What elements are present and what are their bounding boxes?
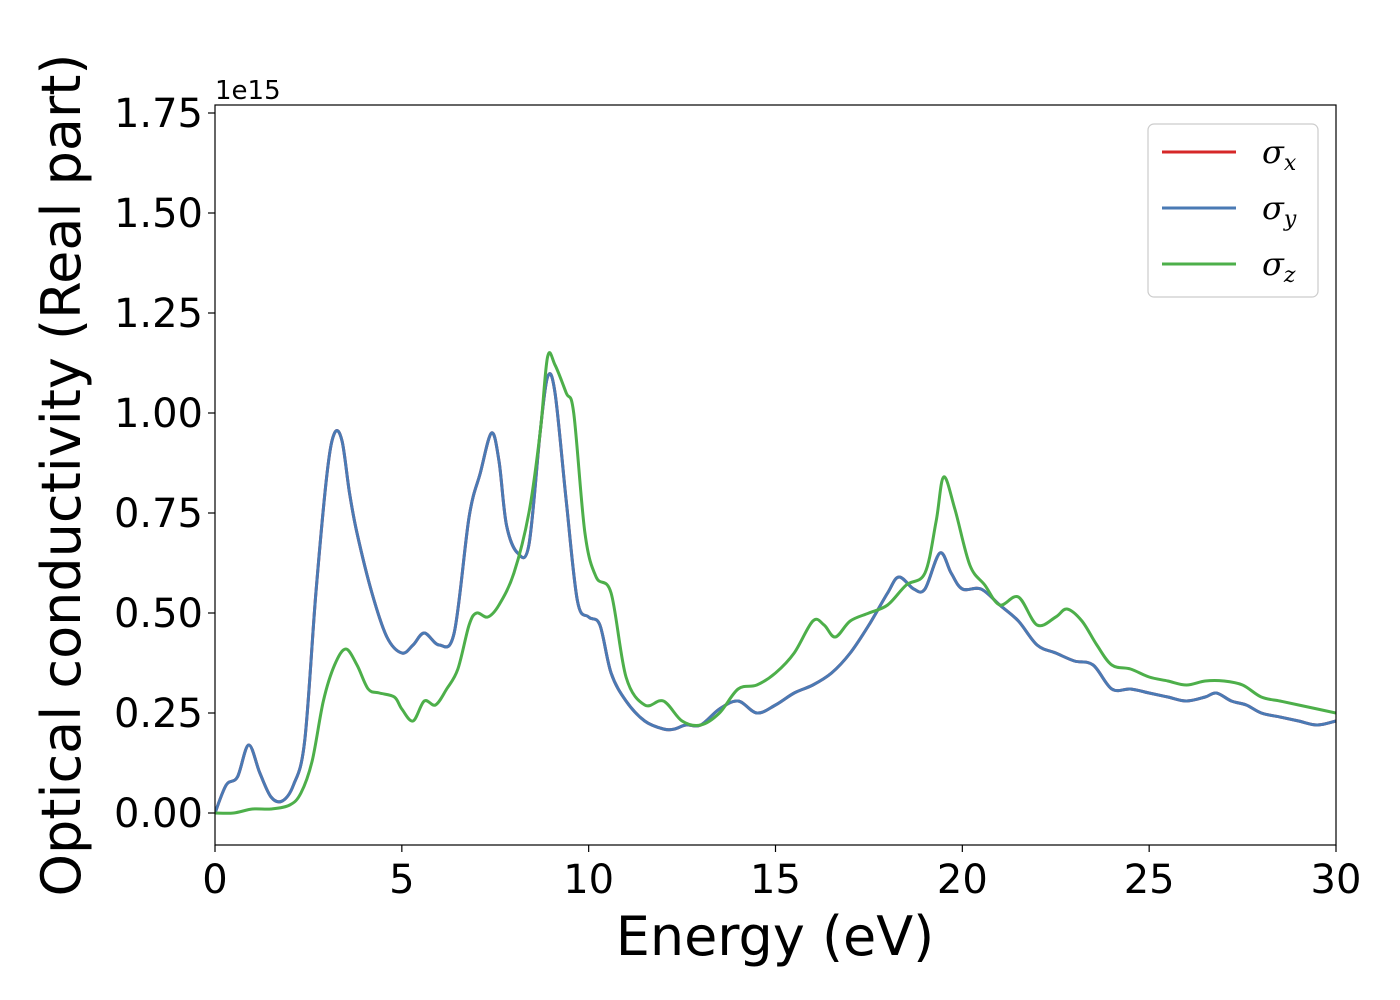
x-tick-label: 20 [937, 857, 988, 903]
legend-label-y: σy [1262, 189, 1297, 232]
plot-area [215, 351, 1336, 815]
x-tick-label: 25 [1124, 857, 1175, 903]
x-tick-label: 0 [202, 857, 227, 903]
y-tick-label: 1.25 [114, 291, 203, 337]
x-axis-label: Energy (eV) [616, 905, 935, 968]
legend: σx σy σz [1147, 123, 1319, 298]
legend-items: σx σy σz [1162, 133, 1297, 288]
x-tick-label: 30 [1311, 857, 1362, 903]
y-tick-label: 1.75 [114, 91, 203, 137]
y-tick-label: 0.50 [114, 591, 203, 637]
y-axis-ticks: 0.00 0.25 0.50 0.75 1.00 1.25 1.50 1.75 [114, 91, 215, 837]
y-tick-label: 1.00 [114, 391, 203, 437]
x-tick-label: 5 [389, 857, 414, 903]
series-layer [215, 351, 1336, 815]
x-tick-label: 15 [750, 857, 801, 903]
legend-label-x: σx [1262, 133, 1297, 176]
x-axis-ticks: 0 5 10 15 20 25 30 [202, 845, 1361, 903]
y-tick-label: 0.25 [114, 691, 203, 737]
legend-box [1147, 123, 1319, 298]
series-line-z [215, 351, 1336, 815]
y-tick-label: 0.00 [114, 791, 203, 837]
x-tick-label: 10 [563, 857, 614, 903]
y-tick-label: 1.50 [114, 191, 203, 237]
y-offset-text: 1e15 [215, 76, 281, 106]
y-tick-label: 0.75 [114, 491, 203, 537]
legend-label-z: σz [1262, 245, 1296, 288]
series-line-y [215, 372, 1336, 815]
y-axis-label: Optical conductivity (Real part) [30, 54, 93, 897]
